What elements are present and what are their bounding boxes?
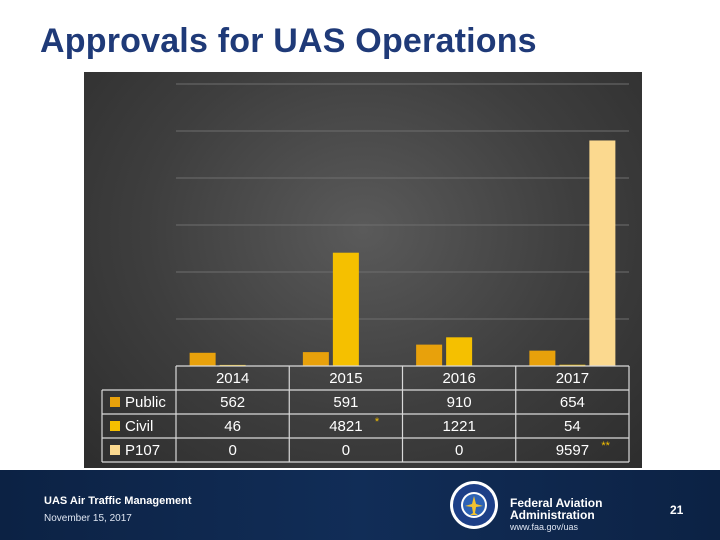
data-label: 9597 [556,442,589,459]
faa-seal-icon [450,481,498,529]
bar-public-2014 [189,352,216,366]
bar-p107-2017 [589,140,616,366]
legend-swatch-p107 [110,445,120,455]
bar-civil-2015 [332,252,359,366]
data-label: 46 [224,418,241,435]
slide-title: Approvals for UAS Operations [40,22,537,60]
table-footnote-marker: ** [601,440,610,452]
legend-label: Civil [125,418,153,435]
legend-swatch-civil [110,421,120,431]
agency-line-2: Administration [510,508,595,522]
data-label: 0 [228,442,236,459]
legend-swatch-public [110,397,120,407]
legend-label: Public [125,394,166,411]
data-label: 910 [447,394,472,411]
category-label: 2016 [442,370,475,387]
footer-program: UAS Air Traffic Management [44,495,192,507]
legend-label: P107 [125,442,160,459]
bar-public-2015 [302,352,329,366]
bar-public-2016 [416,344,443,366]
bar-civil-2016 [446,337,473,366]
data-label: 562 [220,394,245,411]
bar-public-2017 [529,350,556,366]
agency-line-1: Federal Aviation [510,496,603,510]
bar-civil-2017 [559,364,586,366]
data-label: 654 [560,394,585,411]
agency-name: Federal Aviation Administration [510,497,602,521]
data-label: 4821 [329,418,362,435]
page-number: 21 [670,503,684,517]
chart-panel: 2014 2015 2016 2017 Public 562 591 910 654 Civil 4… [84,72,642,468]
data-label: 54 [564,418,581,435]
bar-chart: 2014 2015 2016 2017 Public 562 591 910 654 Civil 4… [101,83,630,463]
category-label: 2014 [216,370,249,387]
data-label: 1221 [442,418,475,435]
table-footnote-marker: * [375,416,380,428]
category-label: 2017 [556,370,589,387]
data-label: 591 [333,394,358,411]
category-label: 2015 [329,370,362,387]
data-label: 0 [455,442,463,459]
footer-date: November 15, 2017 [44,513,132,524]
agency-url[interactable]: www.faa.gov/uas [510,522,579,532]
data-label: 0 [342,442,350,459]
footer: UAS Air Traffic Management November 15, … [0,470,720,540]
